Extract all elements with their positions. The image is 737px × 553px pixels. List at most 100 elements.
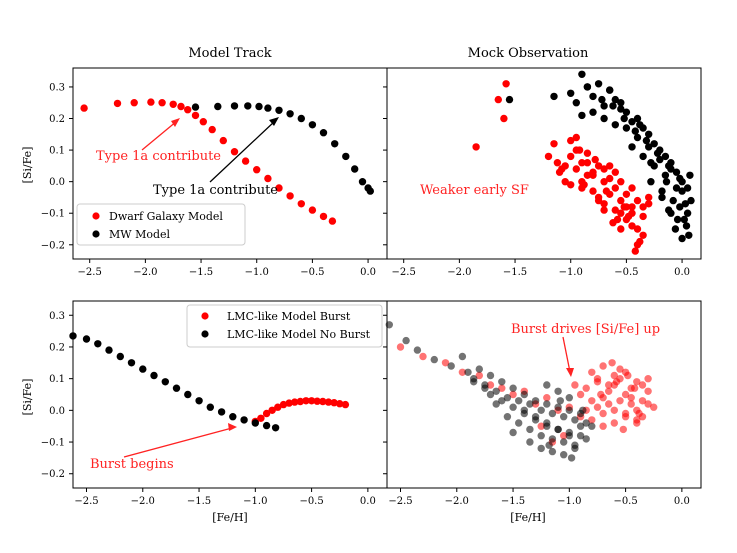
data-point: [543, 381, 551, 389]
data-point: [631, 127, 639, 135]
data-point: [331, 140, 339, 148]
data-point: [554, 425, 562, 434]
data-point: [313, 397, 321, 405]
x-tick-label: 0.0: [360, 267, 376, 278]
data-point: [682, 222, 691, 230]
data-point: [582, 435, 590, 443]
data-point: [687, 196, 695, 205]
data-point: [494, 95, 502, 104]
data-point: [255, 102, 263, 111]
data-point: [139, 365, 147, 373]
legend-label-burst: LMC-like Model Burst: [227, 310, 351, 323]
data-point: [571, 381, 579, 389]
data-point: [621, 413, 630, 421]
x-tick-label: −0.5: [614, 267, 638, 278]
data-point: [82, 335, 91, 343]
data-point: [553, 159, 562, 167]
data-point: [560, 413, 568, 421]
legend-top-left: Dwarf Galaxy Model MW Model: [76, 203, 246, 246]
data-point: [319, 212, 328, 221]
data-point: [336, 400, 344, 408]
data-point: [667, 209, 675, 217]
data-point: [307, 397, 316, 405]
data-point: [498, 397, 506, 405]
data-point: [419, 352, 427, 361]
data-point: [647, 159, 655, 167]
series-dwarf-galaxy-model: [80, 98, 337, 225]
data-point: [611, 206, 619, 214]
x-tick-label: 0.0: [674, 496, 690, 507]
data-point: [600, 206, 608, 214]
data-point: [622, 124, 631, 132]
x-tick-label: −1.5: [501, 496, 525, 507]
data-point: [642, 136, 651, 145]
data-point: [262, 409, 271, 418]
data-point: [617, 99, 625, 107]
data-point: [561, 178, 569, 186]
data-point: [543, 419, 551, 427]
arrow-head-type1a-red: [171, 118, 180, 127]
annotation-arrows: [123, 117, 574, 458]
x-tick-label: −0.5: [300, 267, 324, 278]
data-point: [253, 166, 261, 174]
data-point: [686, 171, 694, 179]
data-point: [617, 178, 625, 186]
data-point: [244, 102, 252, 110]
data-point: [628, 203, 636, 211]
x-tick-label: −1.0: [559, 267, 583, 278]
data-point: [645, 193, 653, 202]
data-point: [206, 403, 214, 411]
data-point: [583, 149, 592, 157]
data-point: [609, 102, 617, 110]
series-lmc-like-model-no-burst: [69, 332, 280, 432]
data-point: [492, 400, 500, 408]
legend-label-no-burst: LMC-like Model No Burst: [227, 328, 371, 341]
data-point: [262, 421, 271, 430]
data-point: [676, 174, 684, 183]
series-lmc-like-model-burst: [396, 343, 658, 446]
data-point: [588, 416, 596, 424]
data-point: [342, 152, 350, 161]
arrow-burst-drives: [562, 336, 571, 373]
data-point: [413, 346, 422, 354]
data-point: [486, 371, 495, 380]
data-point: [161, 378, 169, 386]
data-point: [683, 184, 692, 192]
data-point: [622, 108, 631, 116]
y-tick-label: 0.2: [49, 114, 65, 125]
title-mock-observation: Mock Observation: [468, 46, 589, 61]
data-point: [567, 89, 575, 98]
data-point: [475, 365, 483, 373]
x-tick-label: −2.0: [447, 267, 471, 278]
legend-label-mw: MW Model: [109, 228, 171, 241]
series-mw-model: [191, 102, 374, 195]
data-point: [633, 196, 642, 205]
data-point: [617, 105, 625, 113]
x-tick-label: −2.0: [133, 267, 157, 278]
data-point: [500, 114, 508, 123]
legend-box: [186, 304, 383, 348]
y-tick-label: 0.2: [49, 342, 65, 353]
data-point: [644, 375, 652, 383]
x-tick-label: 0.0: [674, 267, 690, 278]
data-point: [628, 143, 636, 151]
data-point: [631, 247, 639, 255]
data-point: [606, 174, 614, 183]
series-mw-model: [505, 70, 695, 243]
data-point: [681, 200, 690, 208]
data-point: [330, 399, 338, 407]
data-point: [639, 152, 647, 161]
data-point: [291, 398, 299, 406]
data-point: [676, 203, 684, 211]
data-point: [543, 400, 551, 408]
data-point: [286, 192, 294, 200]
x-tick-label: −1.0: [245, 267, 269, 278]
data-point: [650, 140, 658, 148]
data-point: [589, 171, 597, 179]
annotation-type1a-red: Type 1a contribute: [96, 149, 221, 164]
data-point: [599, 422, 607, 430]
data-point: [116, 352, 125, 361]
data-point: [565, 432, 573, 440]
panel-bottom-left: −2.5 −2.0 −1.5 −1.0 −0.5 0.0 −0.2 −0.1 0.0 0.1 0.2…: [41, 300, 388, 507]
data-point: [558, 165, 566, 173]
